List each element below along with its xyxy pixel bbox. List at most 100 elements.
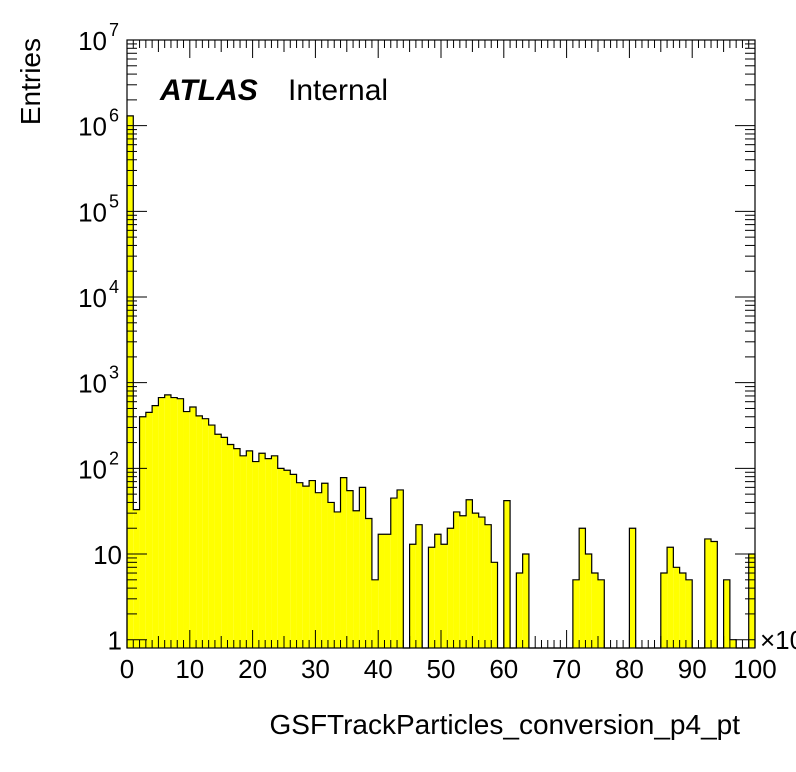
- y-tick-label: 10: [78, 283, 107, 313]
- histogram-bin: [371, 579, 379, 648]
- internal-label: Internal: [288, 74, 388, 107]
- histogram-bin: [327, 502, 335, 648]
- atlas-label: ATLAS: [159, 74, 258, 107]
- histogram-bin: [183, 411, 190, 648]
- y-tick-label: 10: [78, 26, 107, 56]
- histogram-bin: [346, 490, 354, 648]
- histogram-bin: [315, 492, 322, 648]
- x-tick-label: 30: [301, 654, 330, 684]
- y-tick-label: 10: [78, 112, 107, 142]
- histogram-bin: [629, 528, 636, 648]
- x-tick-label: 60: [489, 654, 518, 684]
- histogram-bin: [214, 434, 222, 648]
- histogram-bin: [685, 579, 693, 648]
- x-tick-label: 100: [733, 654, 776, 684]
- y-tick-exponent: 7: [109, 20, 119, 40]
- y-tick-label: 10: [78, 197, 107, 227]
- histogram-bin: [189, 407, 197, 648]
- histogram-bin: [484, 524, 492, 648]
- histogram-bin: [572, 579, 580, 648]
- histogram-bin: [284, 470, 291, 648]
- histogram-bin: [233, 448, 241, 648]
- histogram-bin: [202, 418, 209, 648]
- histogram-bin: [240, 455, 247, 648]
- histogram-bin: [667, 547, 674, 648]
- histogram-bin: [290, 474, 297, 648]
- histogram-bin: [321, 483, 328, 648]
- x-tick-labels: 0 10 20 30 40 50 60 70 80 90 100: [120, 654, 777, 684]
- histogram-bin: [466, 499, 473, 648]
- plot-frame: [126, 39, 756, 649]
- histogram-bin: [353, 510, 360, 648]
- histogram-bin: [704, 538, 712, 648]
- histogram-bin: [340, 477, 347, 648]
- histogram-bin: [277, 468, 284, 648]
- histogram-bin: [296, 482, 303, 648]
- x-tick-label: 10: [175, 654, 204, 684]
- histogram-bars: [126, 115, 756, 649]
- histogram-bin: [309, 480, 316, 648]
- y-tick-label: 1: [108, 626, 122, 656]
- histogram-bin: [478, 517, 485, 648]
- histogram-bin: [679, 573, 686, 648]
- x-tick-label: 50: [427, 654, 456, 684]
- histogram-bin: [252, 461, 259, 648]
- histogram-bin: [246, 450, 253, 648]
- histogram-bin: [158, 397, 165, 648]
- histogram-bin: [359, 487, 366, 648]
- y-tick-exponent: 4: [109, 277, 119, 297]
- histogram-bin: [258, 453, 266, 648]
- histogram-bin: [265, 458, 272, 648]
- histogram-bin: [365, 518, 372, 648]
- y-tick-label: 10: [93, 540, 122, 570]
- histogram-bin: [384, 534, 391, 648]
- histogram-bin: [591, 573, 598, 648]
- y-tick-exponent: 3: [109, 363, 119, 383]
- histogram-bin: [164, 394, 171, 648]
- x-tick-label: 70: [552, 654, 581, 684]
- histogram-bin: [390, 498, 398, 648]
- y-tick-exponent: 5: [109, 191, 119, 211]
- histogram-bin: [397, 489, 404, 648]
- x-multiplier-label: ×10: [760, 625, 796, 655]
- histogram-bin: [133, 509, 140, 648]
- x-tick-label: 90: [678, 654, 707, 684]
- histogram-bin: [170, 397, 178, 648]
- x-tick-label: 80: [615, 654, 644, 684]
- histogram-bin: [127, 115, 134, 649]
- histogram-bin: [660, 573, 668, 648]
- histogram-bin: [196, 415, 203, 648]
- histogram-bin: [585, 554, 592, 648]
- histogram-bin: [334, 511, 341, 648]
- x-tick-label: 40: [364, 654, 393, 684]
- histogram-bin: [598, 579, 605, 648]
- histogram-bin: [459, 515, 467, 648]
- histogram-bin: [516, 573, 523, 648]
- histogram-bin: [271, 455, 278, 648]
- histogram-bin: [227, 444, 234, 648]
- histogram-bin: [428, 547, 435, 648]
- x-axis-title: GSFTrackParticles_conversion_p4_pt: [269, 709, 740, 740]
- histogram-bin: [579, 528, 586, 648]
- histogram-bin: [673, 567, 680, 648]
- histogram-bin: [522, 554, 529, 648]
- histogram-bin: [302, 486, 310, 648]
- histogram-bin: [221, 437, 228, 648]
- x-tick-label: 0: [120, 654, 134, 684]
- histogram-bin: [441, 544, 448, 648]
- histogram-bin: [491, 562, 498, 648]
- y-axis-title: Entries: [15, 38, 46, 125]
- histogram-bin: [453, 511, 460, 648]
- histogram-bin: [177, 398, 184, 648]
- histogram-bin: [145, 412, 153, 648]
- y-tick-label: 10: [78, 454, 107, 484]
- histogram-bin: [723, 579, 730, 648]
- histogram-bin: [415, 524, 423, 648]
- histogram-bin: [447, 528, 454, 648]
- histogram-bin: [409, 544, 416, 648]
- axis-ticks: [126, 39, 756, 648]
- histogram-bin: [378, 534, 385, 648]
- histogram-bin: [472, 513, 479, 648]
